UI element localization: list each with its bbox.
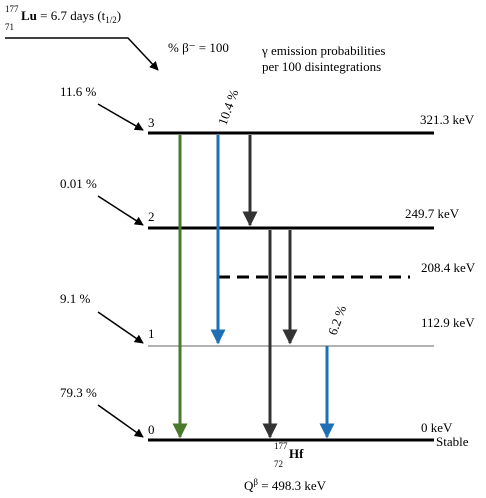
level-energy: 321.3 keV [420,112,475,127]
q-value: Qβ = 498.3 keV [244,477,327,493]
feeding-percent: 79.3 % [60,385,97,400]
parent-label: 177 71 Lu = 6.7 days (t1/2) [5,4,121,32]
legend-line: γ emission probabilities [261,43,385,58]
level-energy: 112.9 keV [421,315,475,330]
level-index: 0 [148,422,155,437]
parent-mass: 177 [5,4,19,14]
legend-line: per 100 disintegrations [262,59,381,74]
parent-halflife: Lu = 6.7 days (t1/2) [21,8,121,25]
level-status: Stable [436,434,469,449]
feeding-arrow [97,103,144,131]
halflife-end: ) [117,8,121,23]
level-energy: 0 keV [421,420,453,435]
daughter-mass: 177 [274,441,288,451]
daughter-label: 177 72 Hf [274,441,304,469]
level-index: 3 [148,115,155,130]
q-symbol: Q [244,478,254,493]
parent-decay-arrow [5,37,159,71]
parent-symbol: Lu [21,8,37,23]
q-text: = 498.3 keV [258,478,327,493]
gamma-percent: 6.2 % [325,303,350,337]
level-index: 1 [148,326,155,341]
level-energy: 249.7 keV [405,206,460,221]
beta-branching: % β⁻ = 100 [168,40,229,55]
feeding-percent: 9.1 % [60,291,91,306]
parent-atomic: 71 [5,22,14,32]
feeding-percent: 0.01 % [60,176,97,191]
feeding-arrow [97,404,144,438]
level-index: 2 [148,209,155,224]
daughter-atomic: 72 [274,459,283,469]
halflife: = 6.7 days (t [37,8,106,23]
halflife-sub: 1/2 [105,15,117,25]
gamma-percent: 10.4 % [215,87,242,127]
level-energy: 208.4 keV [421,260,476,275]
feeding-percent: 11.6 % [60,84,97,99]
daughter-symbol: Hf [289,446,304,461]
q-sup: β [253,477,258,487]
feeding-arrow [97,311,144,344]
feeding-arrow [97,195,144,226]
